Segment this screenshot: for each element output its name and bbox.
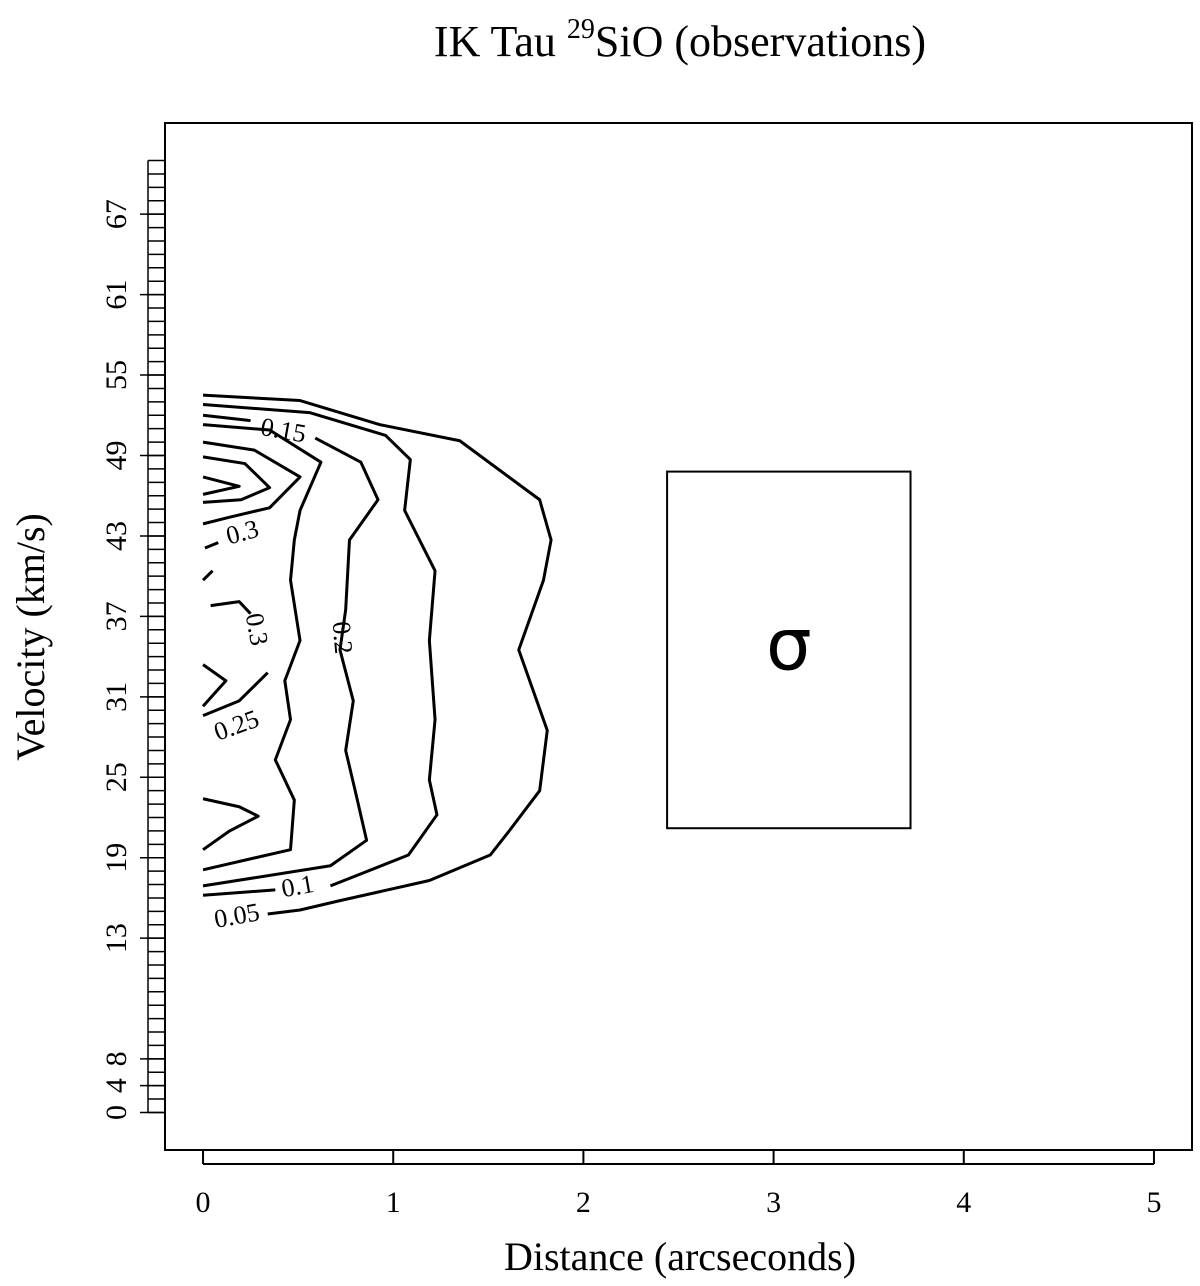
contour-line [202, 423, 323, 872]
title-main: IK Tau [434, 17, 567, 66]
contour-line [202, 393, 553, 916]
plot-frame [164, 122, 1193, 1151]
x-tick-label: 1 [386, 1186, 401, 1219]
contour-line [202, 403, 439, 888]
contour-line [201, 663, 228, 708]
y-tick-label: 61 [100, 280, 133, 310]
y-tick-label: 8 [100, 1051, 133, 1066]
contour-line [202, 440, 302, 526]
x-axis-label: Distance (arcseconds) [504, 1234, 856, 1279]
title-superscript: 29 [567, 14, 595, 45]
contour-label: 0.1 [279, 869, 316, 903]
contour-label: 0.3 [240, 611, 274, 648]
title-rest: SiO (observations) [595, 17, 926, 66]
contour-line [202, 797, 260, 851]
y-tick-label: 67 [100, 199, 133, 229]
contour-label: 0.3 [223, 514, 262, 550]
y-tick-label: 43 [100, 521, 133, 551]
contour-line [204, 541, 219, 550]
contour-line [202, 671, 269, 717]
x-tick-label: 5 [1146, 1186, 1161, 1219]
y-axis-label: Velocity (km/s) [8, 513, 53, 761]
y-tick-label: 0 [100, 1105, 133, 1120]
y-tick-label: 25 [100, 762, 133, 792]
y-tick-label: 13 [100, 923, 133, 953]
contour-line [201, 569, 214, 582]
y-tick-label: 19 [100, 843, 133, 873]
annotation-symbol: σ [766, 602, 812, 686]
x-tick-label: 2 [576, 1186, 591, 1219]
chart-title: IK Tau 29SiO (observations) [434, 14, 926, 66]
y-tick-label: 4 [100, 1078, 133, 1093]
contour-line [202, 475, 241, 496]
annotation-box [666, 470, 912, 830]
y-tick-label: 31 [100, 682, 133, 712]
contour-line [202, 455, 272, 504]
contour-label: 0.15 [258, 412, 308, 448]
y-tick-label: 37 [100, 601, 133, 631]
contour-line [202, 436, 380, 888]
contour-line [202, 413, 251, 423]
contour-line [202, 888, 276, 897]
y-tick-label: 49 [100, 441, 133, 471]
x-tick-label: 4 [956, 1186, 971, 1219]
x-tick-label: 0 [196, 1186, 211, 1219]
contour-label: 0.2 [327, 620, 359, 655]
y-tick-label: 55 [100, 360, 133, 390]
x-tick-label: 3 [766, 1186, 781, 1219]
contour-label: 0.05 [212, 897, 262, 933]
contour-line [210, 600, 252, 615]
